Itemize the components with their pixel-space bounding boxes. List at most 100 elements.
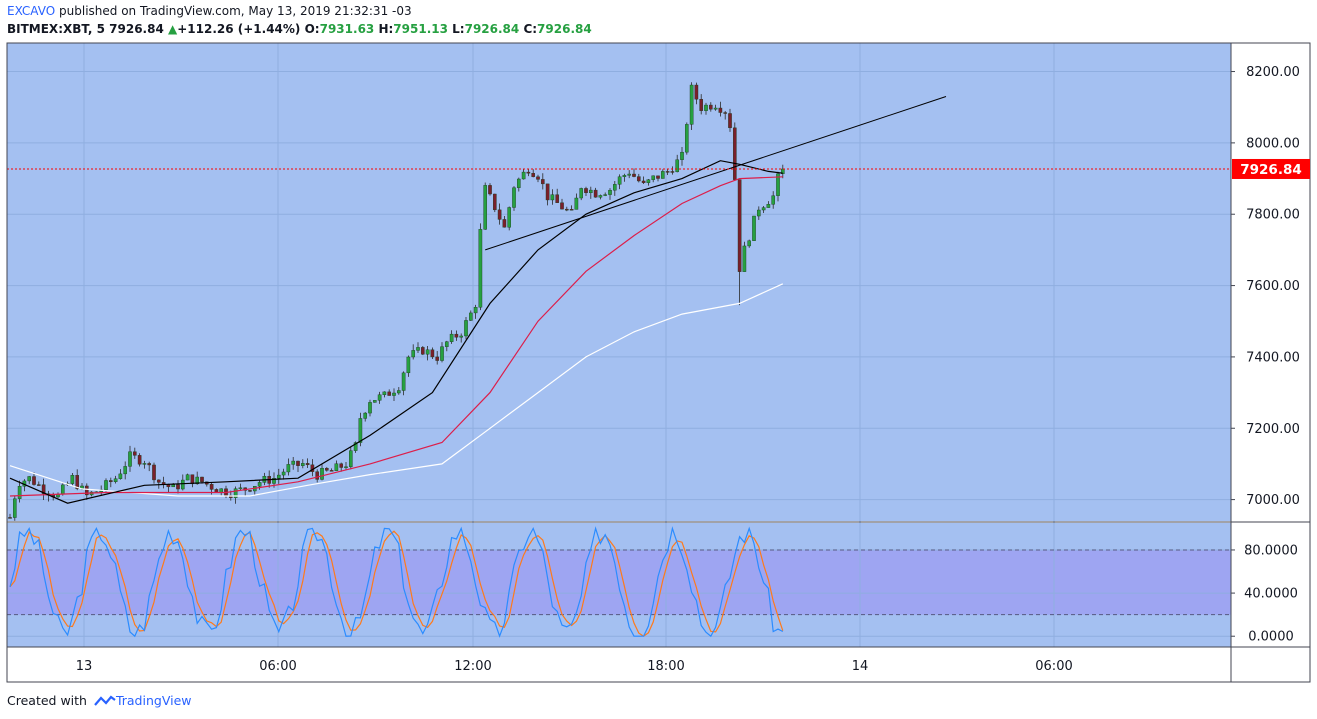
- candle-body: [689, 84, 694, 125]
- symbol-label: BITMEX:XBT, 5: [7, 22, 105, 36]
- candle-body: [766, 204, 771, 208]
- candle-body: [12, 498, 17, 518]
- low-label: L:: [452, 22, 465, 36]
- publish-info: EXCAVO published on TradingView.com, May…: [7, 4, 412, 18]
- candle-body: [464, 320, 468, 337]
- candle-body: [320, 467, 324, 480]
- price-tick-label: 8200.00: [1246, 65, 1300, 80]
- author-link[interactable]: EXCAVO: [7, 4, 56, 18]
- candle-body: [483, 185, 488, 230]
- candle-body: [704, 104, 708, 111]
- candle-body: [272, 478, 276, 484]
- candle-body: [32, 476, 36, 485]
- candle-body: [152, 464, 156, 481]
- candle-body: [344, 466, 348, 468]
- candle-body: [142, 463, 147, 465]
- candle-body: [70, 475, 75, 484]
- price-tick-label: 7200.00: [1246, 422, 1300, 437]
- candle-body: [507, 207, 512, 228]
- candle-body: [382, 391, 387, 395]
- candle-body: [248, 490, 252, 492]
- candle-body: [709, 104, 713, 110]
- candle-body: [493, 193, 497, 211]
- candle-body: [565, 208, 569, 211]
- candle-body: [349, 450, 353, 467]
- candle-body: [329, 470, 334, 472]
- candle-body: [176, 484, 180, 490]
- low-value: 7926.84: [464, 22, 520, 36]
- candle-body: [401, 372, 406, 391]
- candle-body: [8, 517, 12, 519]
- candle-body: [742, 245, 747, 272]
- candle-body: [757, 209, 761, 217]
- candle-body: [104, 480, 108, 491]
- tradingview-link[interactable]: TradingView: [115, 693, 192, 708]
- candle-body: [387, 391, 392, 396]
- candle-body: [608, 189, 612, 195]
- candle-body: [296, 460, 300, 466]
- candle-body: [656, 175, 660, 179]
- candle-body: [286, 464, 291, 473]
- high-label: H:: [378, 22, 394, 36]
- candle-body: [502, 219, 507, 228]
- candle-body: [449, 333, 454, 342]
- created-with-text: Created with: [7, 693, 87, 708]
- chart-frame: [6, 42, 1311, 683]
- candle-body: [497, 209, 502, 220]
- candle-body: [373, 400, 377, 403]
- candle-body: [675, 159, 679, 173]
- candle-body: [416, 347, 420, 351]
- candle-body: [435, 356, 440, 361]
- candle-body: [238, 487, 243, 489]
- candle-body: [118, 473, 123, 479]
- ema-red-line: [9, 176, 783, 497]
- candle-body: [637, 176, 641, 182]
- candle-body: [156, 479, 161, 483]
- candle-body: [646, 179, 651, 183]
- ohlc-legend: BITMEX:XBT, 5 7926.84 ▲+112.26 (+1.44%) …: [7, 22, 592, 36]
- candle-body: [473, 307, 478, 314]
- candle-body: [699, 99, 703, 111]
- candle-body: [84, 485, 89, 496]
- candle-body: [123, 466, 127, 475]
- candle-body: [627, 173, 631, 176]
- candle-body: [574, 197, 579, 210]
- last-price-badge: [1232, 158, 1310, 179]
- candle-body: [406, 356, 411, 374]
- stoch-d-line: [9, 530, 784, 637]
- candle-body: [132, 451, 137, 456]
- candle-body: [632, 173, 636, 177]
- candle-body: [128, 451, 132, 467]
- stoch-tick-label: 80.0000: [1244, 543, 1298, 558]
- candle-body: [747, 240, 751, 247]
- candle-body: [397, 390, 401, 394]
- time-tick-label: 06:00: [259, 659, 296, 674]
- candle-body: [761, 207, 766, 211]
- candle-body: [147, 463, 152, 466]
- candle-body: [685, 124, 689, 153]
- candle-body: [108, 480, 113, 483]
- candle-body: [305, 463, 310, 466]
- candle-body: [560, 202, 564, 210]
- candle-body: [613, 184, 617, 191]
- candle-body: [661, 171, 665, 179]
- time-tick-label: 06:00: [1035, 659, 1072, 674]
- candle-body: [27, 476, 32, 482]
- candle-body: [185, 474, 190, 481]
- candle-body: [17, 486, 22, 499]
- candle-body: [257, 482, 262, 487]
- change-value: +112.26 (+1.44%): [177, 22, 301, 36]
- candle-body: [651, 175, 655, 180]
- candle-body: [363, 412, 368, 419]
- candle-body: [291, 460, 296, 465]
- high-value: 7951.13: [393, 22, 448, 36]
- candle-body: [517, 178, 521, 188]
- candle-body: [641, 180, 646, 183]
- candle-body: [776, 173, 780, 196]
- open-label: O:: [304, 22, 320, 36]
- candle-body: [339, 463, 344, 468]
- ema-black-line: [9, 160, 783, 504]
- candle-body: [454, 333, 459, 338]
- price-chart[interactable]: 8200.00 8000.00 7800.00 7600.00 7400.00 7200.…: [0, 0, 1317, 690]
- candle-body: [781, 168, 785, 174]
